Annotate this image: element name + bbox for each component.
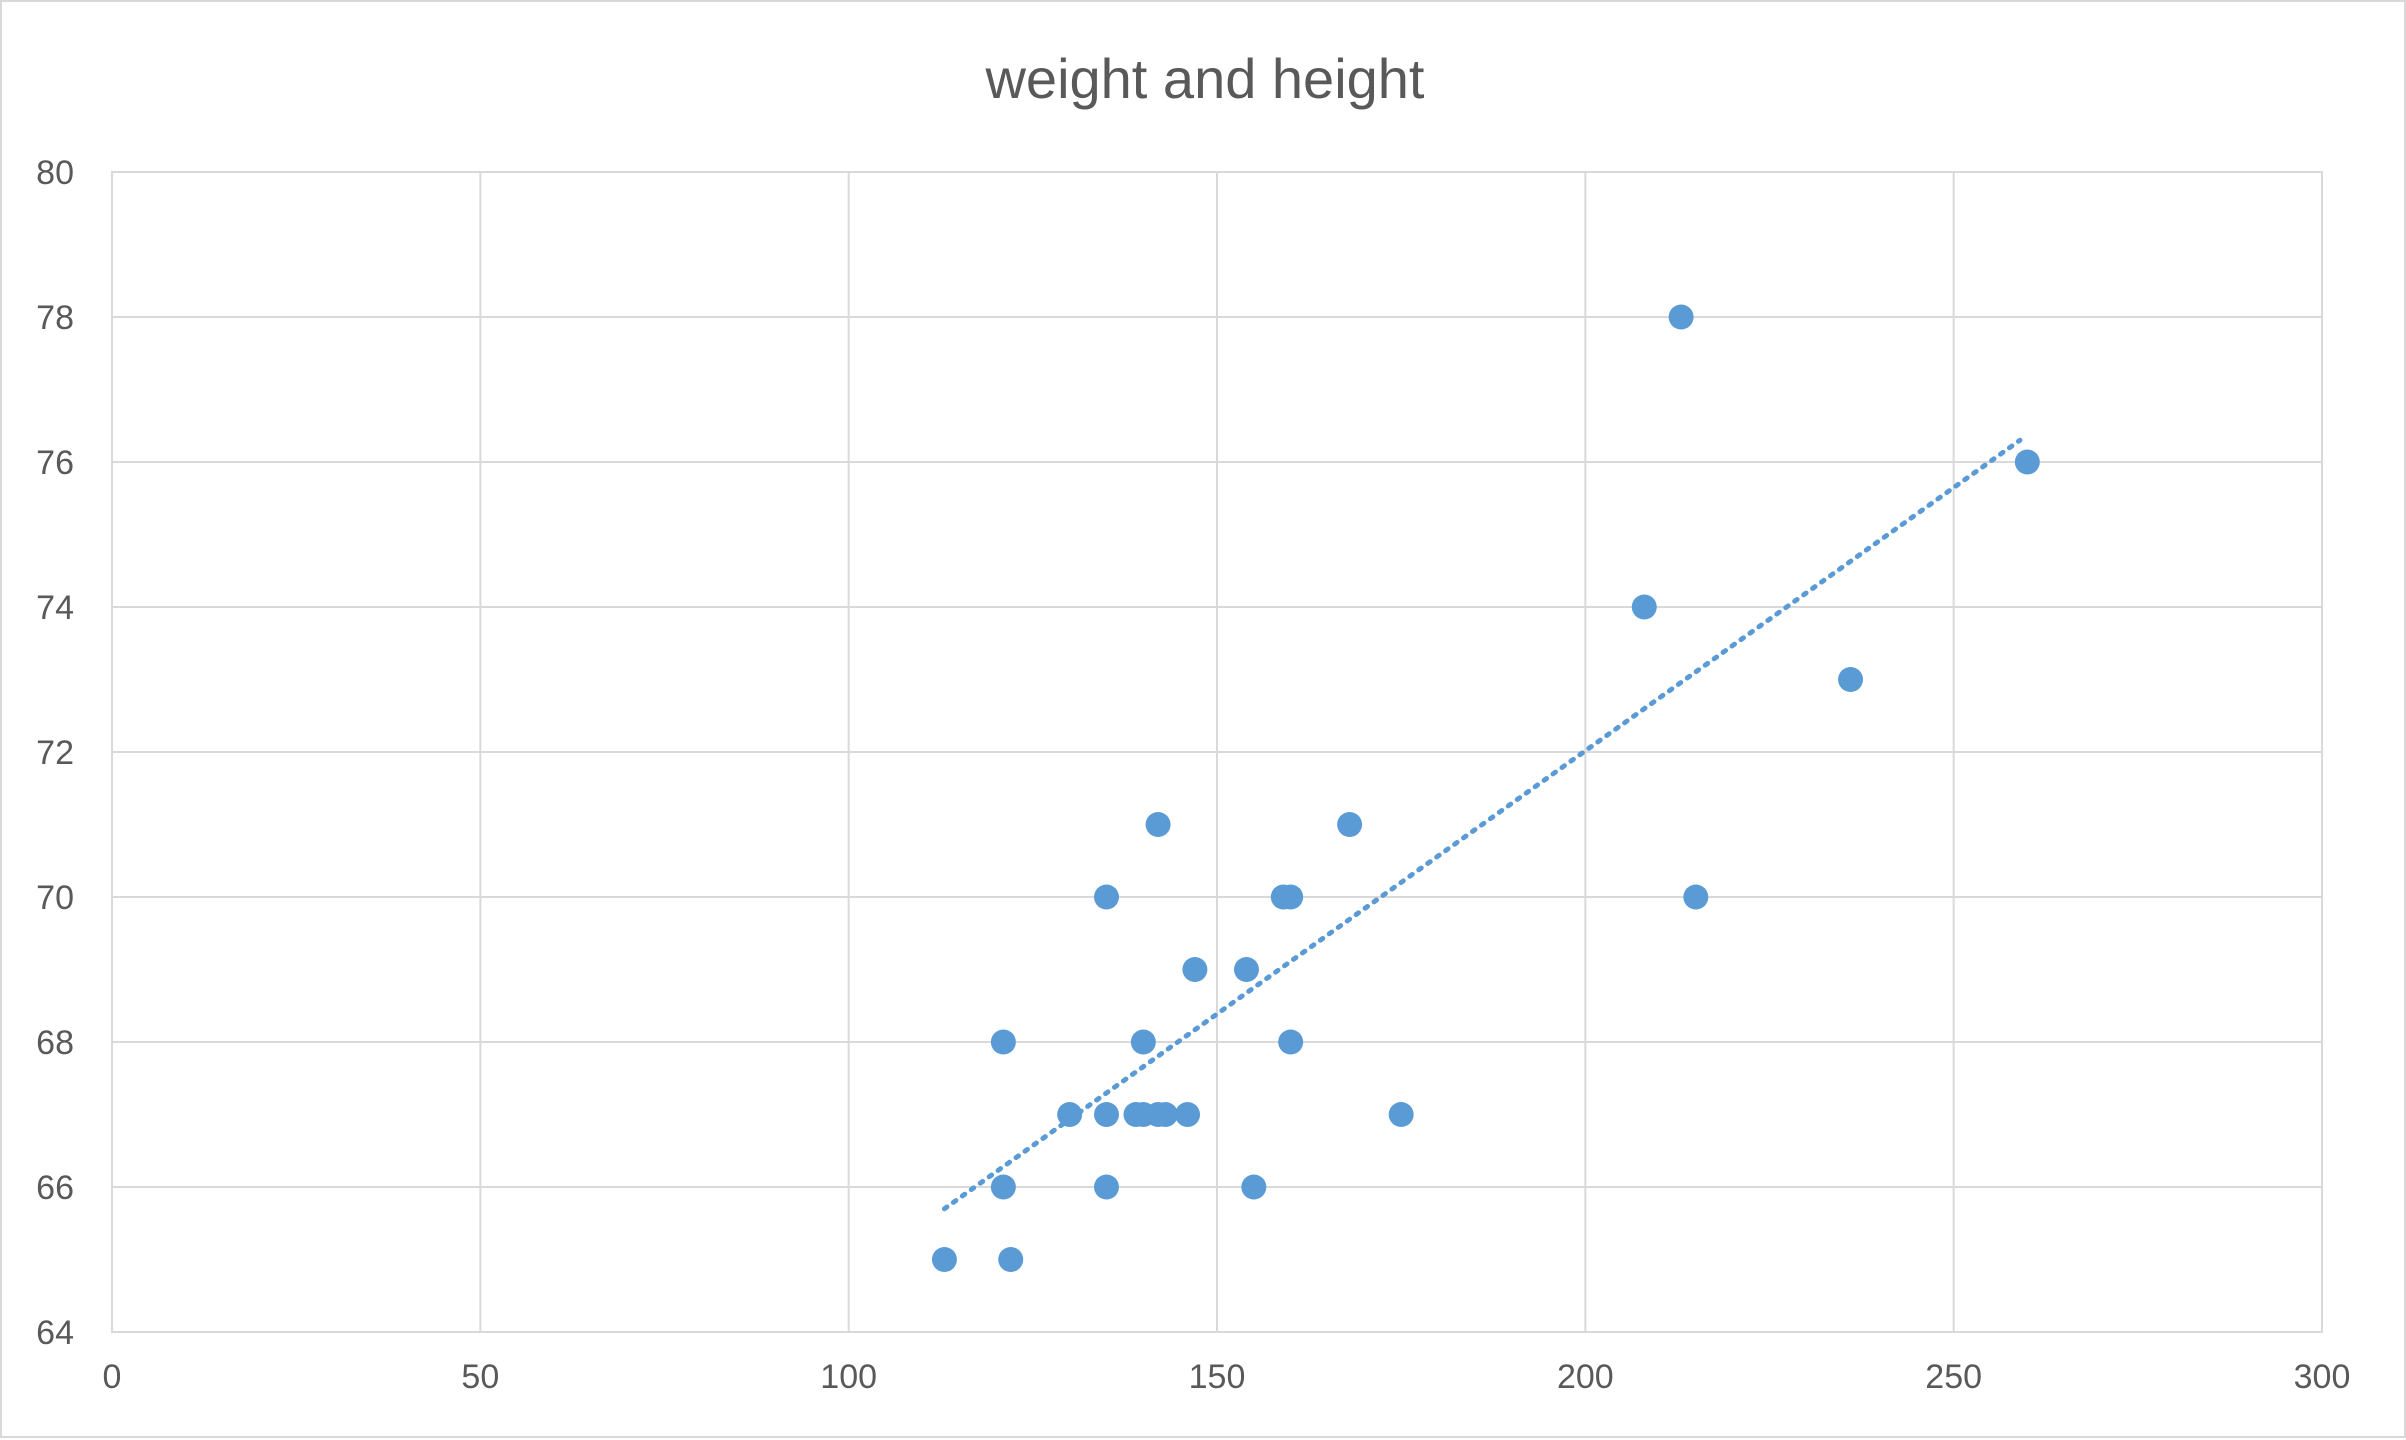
data-point (1241, 1174, 1267, 1200)
data-point (1130, 1029, 1156, 1055)
y-tick-label: 68 (36, 1024, 74, 1062)
data-point (1175, 1102, 1201, 1127)
data-point (1057, 1102, 1083, 1127)
data-point (1631, 594, 1657, 620)
x-tick-label: 250 (1925, 1358, 1982, 1396)
data-point (1337, 812, 1363, 837)
data-point (1094, 1174, 1119, 1200)
data-point (1683, 884, 1709, 910)
trendline (941, 437, 2023, 1212)
grid-lines (111, 171, 2323, 1333)
plot-area-border (111, 171, 2323, 1333)
y-tick-label: 78 (36, 299, 74, 337)
data-point (998, 1247, 1024, 1272)
data-point (1182, 957, 1208, 982)
data-point (1145, 812, 1171, 837)
y-tick-label: 76 (36, 444, 74, 482)
x-tick-label: 0 (103, 1358, 122, 1396)
data-point (1278, 884, 1304, 910)
data-points (931, 304, 2040, 1272)
data-point (1094, 1102, 1119, 1127)
x-tick-label: 200 (1557, 1358, 1614, 1396)
data-point (1838, 667, 1864, 692)
data-point (1233, 957, 1259, 982)
x-tick-label: 150 (1189, 1358, 1246, 1396)
data-point (990, 1029, 1016, 1055)
chart-title: weight and height (984, 47, 1424, 110)
y-tick-label: 70 (36, 879, 74, 917)
x-tick-label: 50 (461, 1358, 499, 1396)
y-tick-label: 66 (36, 1169, 74, 1207)
y-tick-label: 80 (36, 154, 74, 192)
data-point (1278, 1029, 1304, 1055)
data-point (931, 1247, 957, 1272)
x-tick-label: 100 (820, 1358, 877, 1396)
y-tick-label: 74 (36, 589, 74, 627)
data-point (1152, 1102, 1178, 1127)
data-point (990, 1174, 1016, 1200)
data-point (1094, 884, 1119, 910)
x-tick-label: 300 (2294, 1358, 2351, 1396)
data-point (2014, 449, 2040, 475)
data-point (1388, 1102, 1414, 1127)
x-axis-ticks: 0 50 100 150 200 250 300 (103, 1358, 2351, 1396)
data-point (1668, 304, 1694, 330)
y-tick-label: 72 (36, 734, 74, 772)
y-axis-ticks: 64 66 68 70 72 74 76 78 80 (36, 154, 74, 1352)
y-tick-label: 64 (36, 1314, 74, 1352)
